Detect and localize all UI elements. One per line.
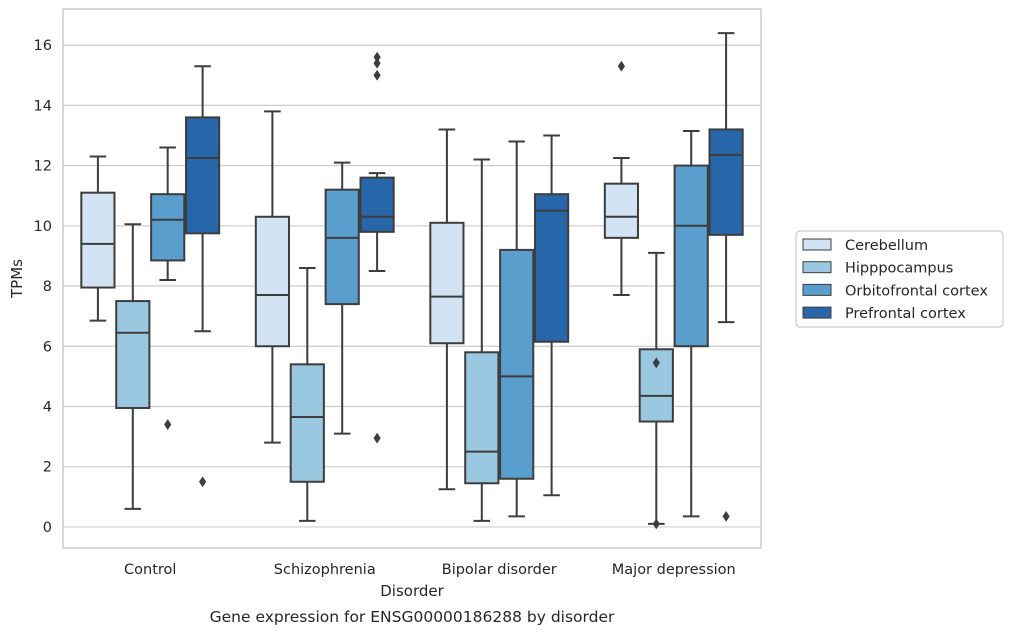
box-body [534,193,570,343]
y-tick-label-10: 10 [34,219,52,235]
outlier-point [722,510,730,522]
box-hipppocampus-schizophrenia [289,266,325,522]
x-tick-label-major-depression: Major depression [612,562,736,578]
y-axis-label: TPMs [8,259,26,299]
series-prefrontal-cortex [185,32,744,522]
outlier-point [652,518,660,530]
box-orbitofrontal-cortex-control [150,146,186,430]
box-prefrontal-cortex-major-depression [708,32,744,522]
legend: Cerebellum Hipppocampus Orbitofrontal cort… [795,230,1004,328]
y-tick-label-0: 0 [43,520,52,536]
series-hipppocampus [115,158,674,530]
box-body [708,128,744,236]
outlier-point [617,60,625,72]
box-cerebellum-control [80,155,116,322]
box-body [324,188,360,306]
x-tick-label-control: Control [124,562,176,578]
y-tick-label-12: 12 [34,159,52,175]
box-body [638,348,674,423]
legend-label: Orbitofrontal cortex [845,283,988,299]
legend-item-orbitofrontal-cortex: Orbitofrontal cortex [802,283,988,299]
legend-item-hipppocampus: Hipppocampus [802,261,953,277]
box-body [429,221,465,345]
series-orbitofrontal-cortex [150,129,709,518]
outlier-point [164,419,172,430]
box-body [254,215,290,348]
legend-label: Cerebellum [845,238,928,254]
box-body [359,176,395,233]
box-body [185,116,221,235]
outlier-point [373,51,381,63]
y-tick-label-4: 4 [43,399,52,415]
box-prefrontal-cortex-schizophrenia [359,51,395,444]
x-tick-label-schizophrenia: Schizophrenia [274,562,376,578]
plot-frame [62,8,762,549]
outlier-point [373,57,381,69]
box-body [673,164,709,348]
box-hipppocampus-major-depression [638,251,674,530]
box-body [150,193,186,262]
box-cerebellum-major-depression [603,60,639,297]
box-orbitofrontal-cortex-major-depression [673,129,709,518]
legend-item-cerebellum: Cerebellum [802,238,928,254]
y-tick-label-2: 2 [43,460,52,476]
box-orbitofrontal-cortex-schizophrenia [324,161,360,435]
legend-swatch [802,306,832,319]
y-tick-label-6: 6 [43,339,52,355]
box-body [603,182,639,239]
x-axis-ticks: Control Schizophrenia Bipolar disorder Majo… [124,562,736,578]
box-body [80,191,116,289]
y-tick-label-8: 8 [43,279,52,295]
box-body [464,351,500,485]
box-cerebellum-bipolar-disorder [429,128,465,491]
outlier-point [652,357,660,369]
box-prefrontal-cortex-control [185,65,221,488]
legend-label: Hipppocampus [845,261,953,277]
x-tick-label-bipolar-disorder: Bipolar disorder [442,562,557,578]
outlier-point [199,476,207,488]
series-cerebellum [80,60,639,491]
legend-swatch [802,238,832,251]
outlier-point [373,69,381,81]
box-hipppocampus-bipolar-disorder [464,158,500,522]
box-body [115,300,151,409]
x-axis-label: Disorder [380,582,444,600]
legend-swatch [802,261,832,274]
box-plot-series [80,32,744,530]
legend-swatch [802,283,832,296]
box-body [289,363,325,483]
box-body [499,248,535,480]
legend-item-prefrontal-cortex: Prefrontal cortex [802,306,966,322]
legend-label: Prefrontal cortex [845,306,966,322]
legend-frame [795,230,1004,328]
y-tick-label-16: 16 [34,38,52,54]
box-hipppocampus-control [115,223,151,510]
box-orbitofrontal-cortex-bipolar-disorder [499,140,535,518]
outlier-point [373,432,381,444]
y-tick-label-14: 14 [34,98,52,114]
y-axis-ticks: 0 2 4 6 8 10 12 14 16 [34,38,52,536]
box-cerebellum-schizophrenia [254,110,290,444]
chart-caption: Gene expression for ENSG00000186288 by d… [210,608,615,626]
box-prefrontal-cortex-bipolar-disorder [534,134,570,497]
